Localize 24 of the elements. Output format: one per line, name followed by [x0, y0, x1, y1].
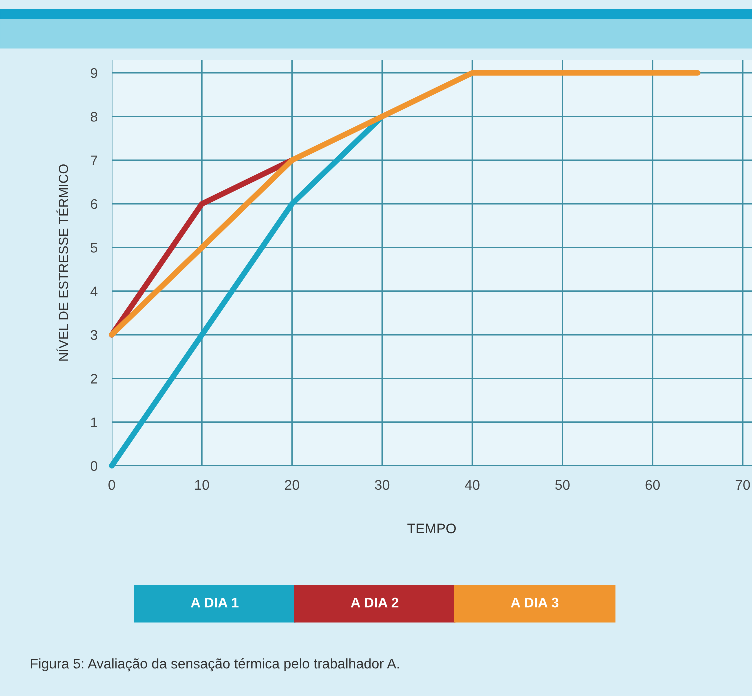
- text: A DIA 1: [191, 598, 239, 608]
- x-tick-label: 20: [285, 480, 300, 490]
- y-tick-label: 8: [90, 112, 98, 122]
- y-tick-label: 3: [90, 330, 98, 340]
- y-tick-label: 0: [90, 461, 98, 472]
- text: Figura 5: Avaliação da sensação térmica pelo trabalhador A.: [31, 658, 400, 672]
- y-axis-title: NÍVEL DE ESTRESSE TÉRMICO: [56, 164, 68, 361]
- text: A DIA 3: [511, 598, 559, 608]
- y-tick-label: 2: [91, 374, 98, 384]
- x-tick-label: 10: [195, 480, 210, 490]
- y-tick-label: 5: [90, 243, 98, 253]
- y-tick-label: 6: [91, 199, 98, 210]
- y-tick-label: 7: [91, 156, 98, 166]
- x-tick-label: 0: [108, 480, 116, 490]
- y-tick-label: 4: [90, 286, 98, 296]
- x-tick-label: 40: [465, 480, 480, 490]
- x-tick-label: 70: [736, 480, 750, 490]
- x-tick-label: 30: [375, 480, 390, 490]
- x-tick-label: 60: [646, 480, 660, 490]
- x-axis-title: TEMPO: [408, 524, 456, 534]
- x-tick-label: 50: [556, 480, 570, 490]
- text: A DIA 2: [351, 598, 399, 608]
- y-tick-label: 1: [91, 418, 98, 428]
- y-tick-label: 9: [91, 68, 98, 78]
